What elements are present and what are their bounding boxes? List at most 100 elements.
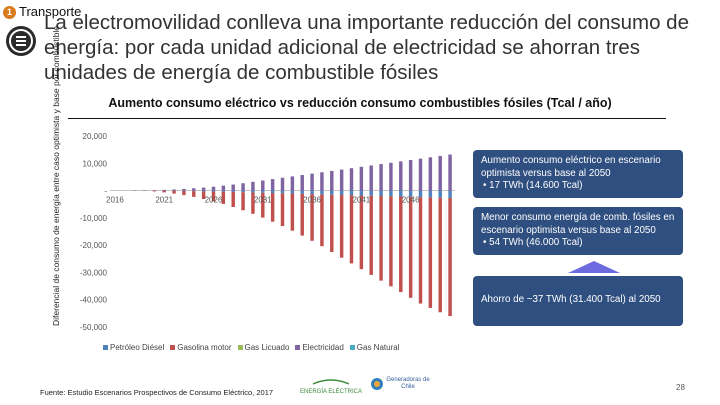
bar-electricidad: [182, 188, 186, 191]
bar-gasolina-motor: [201, 191, 206, 200]
callout-electric-increase: Aumento consumo eléctrico en escenario o…: [473, 150, 683, 198]
legend-item: Gas Licuado: [237, 343, 290, 352]
bar-electricidad: [359, 166, 364, 191]
bar-petr-leo-di-sel: [448, 190, 452, 198]
legend-item: Gasolina motor: [170, 343, 232, 352]
bar-petr-leo-di-sel: [300, 190, 304, 194]
bar-petr-leo-di-sel: [280, 190, 285, 194]
bar-petr-leo-di-sel: [369, 190, 373, 196]
bar-electricidad: [300, 175, 304, 191]
bar-gasolina-motor: [280, 193, 285, 227]
bar-electricidad: [428, 157, 433, 191]
bar-electricidad: [418, 158, 423, 191]
partner-1-label: ENERGÍA ELÉCTRICA: [300, 389, 363, 395]
legend-item: Electricidad: [295, 343, 344, 352]
bar-electricidad: [310, 173, 314, 191]
bar-electricidad: [192, 188, 196, 191]
bar-petr-leo-di-sel: [251, 190, 255, 193]
bar-gasolina-motor: [379, 196, 383, 281]
bar-petr-leo-di-sel: [241, 190, 245, 193]
bar-electricidad: [241, 183, 245, 191]
bar-petr-leo-di-sel: [408, 190, 413, 197]
bar-gasolina-motor: [389, 196, 393, 287]
bar-gasolina-motor: [172, 190, 176, 194]
bar-electricidad: [389, 162, 393, 191]
bar-petr-leo-di-sel: [399, 190, 403, 197]
bar-electricidad: [251, 181, 255, 191]
x-tick-label: 2021: [155, 196, 173, 205]
bar-gasolina-motor: [261, 192, 265, 218]
bar-gasolina-motor: [339, 194, 344, 258]
bar-petr-leo-di-sel: [231, 190, 235, 192]
bar-gasolina-motor: [349, 195, 354, 264]
bar-petr-leo-di-sel: [379, 190, 383, 197]
bar-petr-leo-di-sel: [339, 190, 344, 195]
callout-electric-text: Aumento consumo eléctrico en escenario o…: [481, 155, 661, 179]
legend-label: Gasolina motor: [177, 343, 232, 352]
bar-petr-leo-di-sel: [428, 190, 433, 198]
legend-label: Petróleo Diésel: [110, 343, 165, 352]
bar-electricidad: [280, 177, 285, 191]
y-tick-label: 20,000: [83, 132, 108, 141]
legend-swatch: [295, 345, 301, 350]
bar-gasolina-motor: [418, 197, 423, 304]
x-tick-label: 2016: [106, 196, 124, 205]
bar-petr-leo-di-sel: [221, 190, 226, 192]
x-tick-label: 2031: [254, 196, 272, 205]
source-note: Fuente: Estudio Escenarios Prospectivos …: [40, 388, 274, 397]
bar-electricidad: [349, 168, 354, 191]
bar-gasolina-motor: [359, 195, 364, 270]
bar-gasolina-motor: [192, 191, 196, 197]
bar-gasolina-motor: [251, 192, 255, 214]
partner-logo-energia: ENERGÍA ELÉCTRICA: [300, 378, 362, 396]
bar-electricidad: [330, 170, 334, 191]
generadoras-logo-icon: [371, 378, 383, 390]
up-arrow-icon: [568, 261, 620, 273]
y-tick-label: -: [104, 187, 107, 196]
bar-petr-leo-di-sel: [438, 190, 442, 198]
bar-electricidad: [270, 179, 275, 191]
bar-petr-leo-di-sel: [349, 190, 354, 196]
bar-gasolina-motor: [438, 197, 442, 313]
partner-logo-generadoras: Generadoras de Chile: [370, 377, 432, 391]
bar-petr-leo-di-sel: [418, 190, 423, 198]
callout-fossil-bullet: • 54 TWh (46.000 Tcal): [483, 237, 583, 248]
bar-gasolina-motor: [300, 193, 304, 236]
legend-label: Gas Natural: [356, 343, 400, 352]
x-tick-label: 2036: [303, 196, 321, 205]
bar-petr-leo-di-sel: [310, 190, 314, 195]
callout-fossil-text: Menor consumo energía de comb. fósiles e…: [481, 212, 675, 236]
x-tick-label: 2046: [402, 196, 420, 205]
bar-petr-leo-di-sel: [290, 190, 295, 194]
bar-gasolina-motor: [448, 197, 452, 317]
legend-swatch: [237, 345, 243, 350]
y-tick-label: -30,000: [80, 268, 108, 277]
bar-electricidad: [231, 184, 235, 191]
callout-fossil-decrease: Menor consumo energía de comb. fósiles e…: [473, 207, 683, 255]
legend-label: Gas Licuado: [244, 343, 290, 352]
bar-gasolina-motor: [428, 197, 433, 308]
bar-petr-leo-di-sel: [270, 190, 275, 194]
legend-item: Petróleo Diésel: [103, 343, 164, 352]
page-number: 28: [676, 383, 685, 392]
legend-swatch: [103, 345, 108, 350]
bar-electricidad: [438, 155, 442, 191]
x-tick-label: 2041: [352, 196, 370, 205]
energia-logo-icon: [312, 379, 350, 385]
bar-gasolina-motor: [211, 191, 216, 202]
bar-petr-leo-di-sel: [359, 190, 364, 196]
y-tick-label: -40,000: [80, 296, 108, 305]
bar-gasolina-motor: [182, 190, 186, 196]
bar-petr-leo-di-sel: [330, 190, 334, 195]
y-tick-label: -10,000: [80, 214, 108, 223]
bar-petr-leo-di-sel: [201, 190, 206, 192]
bar-gasolina-motor: [152, 190, 157, 192]
bar-gasolina-motor: [320, 194, 324, 247]
stacked-bar-chart: 20,000 10,000 - -10,000 -20,000 -30,000 -40,00…: [80, 132, 455, 332]
bar-gasolina-motor: [221, 191, 226, 204]
bar-petr-leo-di-sel: [192, 190, 196, 192]
bar-electricidad: [201, 187, 206, 191]
bar-gasolina-motor: [408, 196, 413, 298]
bar-electricidad: [448, 154, 452, 191]
chart-title: Aumento consumo eléctrico vs reducción c…: [108, 96, 612, 110]
